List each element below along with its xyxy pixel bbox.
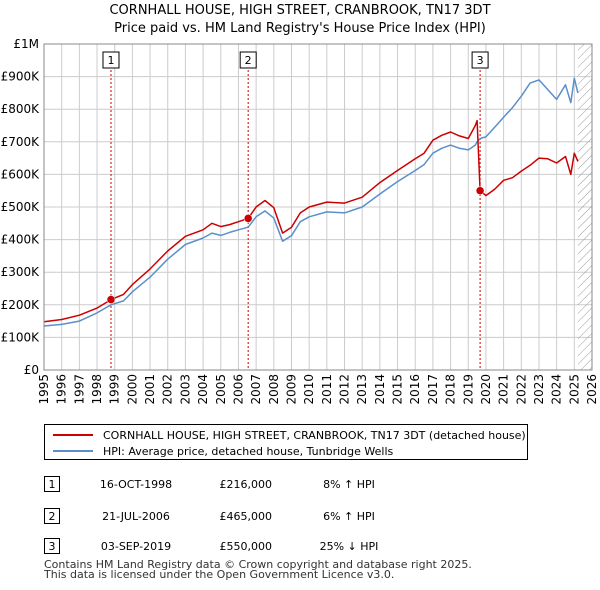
x-tick-label: 2014 <box>373 374 387 405</box>
grid <box>43 43 593 371</box>
x-tick-label: 2000 <box>125 374 139 405</box>
x-tick-label: 2006 <box>231 374 245 405</box>
x-tick-label: 2004 <box>196 374 210 405</box>
sale-point <box>475 186 485 195</box>
chart-title-block: CORNHALL HOUSE, HIGH STREET, CRANBROOK, … <box>0 0 600 38</box>
x-tick-label: 2003 <box>178 374 192 405</box>
series-lines <box>43 77 579 327</box>
future-region <box>577 44 592 370</box>
sale-hpi-diff: 8% ↑ HPI <box>323 478 375 491</box>
x-tick-label: 2019 <box>461 374 475 405</box>
legend-swatch-hpi <box>53 450 93 452</box>
x-tick-label: 1996 <box>55 374 69 405</box>
sale-label: 2 <box>245 54 252 67</box>
x-tick-label: 2021 <box>497 374 511 405</box>
footer-licence: This data is licensed under the Open Gov… <box>44 568 395 581</box>
x-tick-label: 2001 <box>143 374 157 405</box>
sale-date: 16-OCT-1998 <box>99 478 173 491</box>
x-tick-label: 1995 <box>37 374 51 405</box>
x-tick-label: 2013 <box>355 374 369 405</box>
x-tick-label: 2011 <box>320 374 334 405</box>
sale-markers: 1 2 3 <box>102 51 489 304</box>
x-tick-label: 2025 <box>567 374 581 405</box>
axes: £0 £100K £200K £300K £400K £500K £600K £700K £80… <box>1 37 599 405</box>
sale-row: 1 16-OCT-1998 £216,000 8% ↑ HPI <box>44 476 544 496</box>
sale-hpi-diff: 6% ↑ HPI <box>323 510 375 523</box>
x-tick-label: 2022 <box>514 374 528 405</box>
legend-label-property: CORNHALL HOUSE, HIGH STREET, CRANBROOK, … <box>103 428 526 442</box>
x-tick-label: 2023 <box>532 374 546 405</box>
x-tick-label: 1997 <box>72 374 86 405</box>
sale-label: 1 <box>107 54 114 67</box>
legend: CORNHALL HOUSE, HIGH STREET, CRANBROOK, … <box>44 424 528 460</box>
chart-title: CORNHALL HOUSE, HIGH STREET, CRANBROOK, … <box>109 3 491 18</box>
x-tick-label: 2010 <box>302 374 316 405</box>
x-tick-label: 2020 <box>479 374 493 405</box>
sale-date: 21-JUL-2006 <box>102 510 170 523</box>
x-tick-label: 2026 <box>585 374 599 405</box>
sale-row: 2 21-JUL-2006 £465,000 6% ↑ HPI <box>44 508 544 528</box>
x-tick-label: 1999 <box>108 374 122 405</box>
y-tick-label: £400K <box>1 233 41 247</box>
plot-border <box>43 43 593 371</box>
x-tick-label: 2008 <box>267 374 281 405</box>
y-tick-label: £600K <box>1 167 41 181</box>
y-tick-label: £500K <box>1 200 41 214</box>
sale-point <box>106 295 116 304</box>
sale-label: 3 <box>477 54 484 67</box>
x-tick-label: 2024 <box>550 374 564 405</box>
sale-number: 1 <box>44 476 60 492</box>
sale-hpi-diff: 25% ↓ HPI <box>319 540 379 553</box>
y-tick-label: £200K <box>1 298 41 312</box>
y-tick-label: £1M <box>13 37 39 51</box>
sale-label-box <box>471 51 489 69</box>
x-tick-label: 2002 <box>161 374 175 405</box>
sale-number: 2 <box>44 508 60 524</box>
x-tick-label: 2017 <box>426 374 440 405</box>
footer: Contains HM Land Registry data © Crown c… <box>44 558 472 581</box>
y-tick-label: £900K <box>1 70 41 84</box>
y-tick-label: £800K <box>1 102 41 116</box>
x-tick-label: 2012 <box>338 374 352 405</box>
legend-item-hpi: HPI: Average price, detached house, Tunb… <box>53 443 393 459</box>
sale-row: 3 03-SEP-2019 £550,000 25% ↓ HPI <box>44 538 544 558</box>
x-tick-label: 2009 <box>284 374 298 405</box>
series-line-hpi <box>43 77 579 327</box>
x-tick-label: 2018 <box>444 374 458 405</box>
series-line-property <box>43 119 579 323</box>
sale-label-box <box>102 51 120 69</box>
legend-label-hpi: HPI: Average price, detached house, Tunb… <box>103 444 394 458</box>
x-tick-label: 2015 <box>391 374 405 405</box>
sale-price: £465,000 <box>219 510 273 523</box>
sale-price: £216,000 <box>219 478 273 491</box>
sale-point <box>243 214 253 223</box>
chart-subtitle: Price paid vs. HM Land Registry's House … <box>114 21 486 36</box>
x-tick-label: 1998 <box>90 374 104 405</box>
y-tick-label: £100K <box>1 330 41 344</box>
y-tick-label: £300K <box>1 265 41 279</box>
sale-date: 03-SEP-2019 <box>100 540 172 553</box>
y-tick-label: £0 <box>24 363 39 377</box>
sale-price: £550,000 <box>219 540 273 553</box>
footer-copyright: Contains HM Land Registry data © Crown c… <box>44 558 472 571</box>
x-tick-label: 2005 <box>214 374 228 405</box>
legend-item-property: CORNHALL HOUSE, HIGH STREET, CRANBROOK, … <box>53 427 526 443</box>
legend-swatch-property <box>53 434 93 436</box>
future-hatch <box>577 44 592 370</box>
y-tick-label: £700K <box>1 135 41 149</box>
sale-label-box <box>239 51 257 69</box>
sale-number: 3 <box>44 538 60 554</box>
x-tick-label: 2016 <box>408 374 422 405</box>
x-tick-label: 2007 <box>249 374 263 405</box>
price-chart: 1 2 3 £0 £100K £200K £300K £400K £500K £600K £700… <box>1 37 599 405</box>
